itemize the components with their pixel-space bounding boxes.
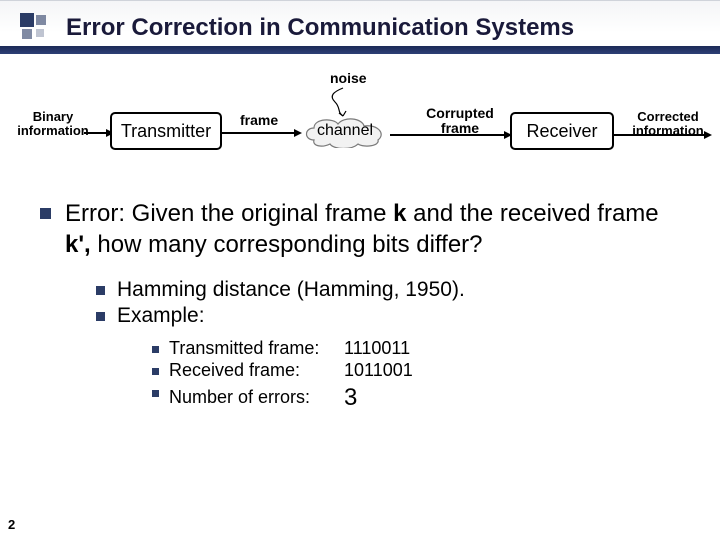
bullet-level2-group: Hamming distance (Hamming, 1950). Exampl…	[96, 278, 680, 328]
bullet-icon	[152, 390, 159, 397]
bullet-icon	[40, 208, 51, 219]
bullet-level3: Received frame: 1011001	[152, 360, 680, 381]
bullet-icon	[152, 368, 159, 375]
rx-frame-row: Received frame: 1011001	[169, 360, 413, 381]
transmitter-box: Transmitter	[110, 112, 222, 150]
example-text: Example:	[117, 304, 205, 328]
bullet-level2: Hamming distance (Hamming, 1950).	[96, 278, 680, 302]
tx-frame-value: 1110011	[344, 338, 410, 358]
noise-label: noise	[330, 70, 367, 86]
slide-title: Error Correction in Communication System…	[66, 14, 574, 42]
tx-frame-label: Transmitted frame:	[169, 338, 339, 359]
bullet-level3: Transmitted frame: 1110011	[152, 338, 680, 359]
transmitter-label: Transmitter	[121, 121, 211, 142]
channel-label: channel	[300, 114, 390, 148]
bullet-icon	[152, 346, 159, 353]
receiver-box: Receiver	[510, 112, 614, 150]
title-bar: Error Correction in Communication System…	[0, 0, 720, 54]
hamming-text: Hamming distance (Hamming, 1950).	[117, 278, 465, 302]
bullet-icon	[96, 286, 105, 295]
content-area: Error: Given the original frame k and th…	[0, 190, 720, 410]
corrected-info-label: Corrected information	[622, 110, 714, 139]
bullet-level2: Example:	[96, 304, 680, 328]
receiver-label: Receiver	[526, 121, 597, 142]
err-count-label: Number of errors:	[169, 387, 339, 408]
err-count-row: Number of errors: 3	[169, 382, 357, 410]
bullet-level3-group: Transmitted frame: 1110011 Received fram…	[152, 338, 680, 410]
title-accent-icon	[20, 13, 50, 43]
err-count-value: 3	[344, 384, 357, 411]
comm-diagram: noise Binary information Transmitter fra…	[0, 70, 720, 190]
arrow-icon	[222, 128, 302, 138]
channel-cloud: channel	[300, 114, 390, 148]
frame-label-1: frame	[240, 112, 278, 128]
rx-frame-value: 1011001	[344, 360, 413, 380]
bullet-icon	[96, 312, 105, 321]
bullet-level3: Number of errors: 3	[152, 382, 680, 410]
bullet-level1: Error: Given the original frame k and th…	[40, 198, 680, 260]
rx-frame-label: Received frame:	[169, 360, 339, 381]
page-number: 2	[8, 517, 15, 532]
arrow-icon	[390, 130, 512, 140]
tx-frame-row: Transmitted frame: 1110011	[169, 338, 410, 359]
bullet1-text: Error: Given the original frame k and th…	[65, 198, 680, 260]
